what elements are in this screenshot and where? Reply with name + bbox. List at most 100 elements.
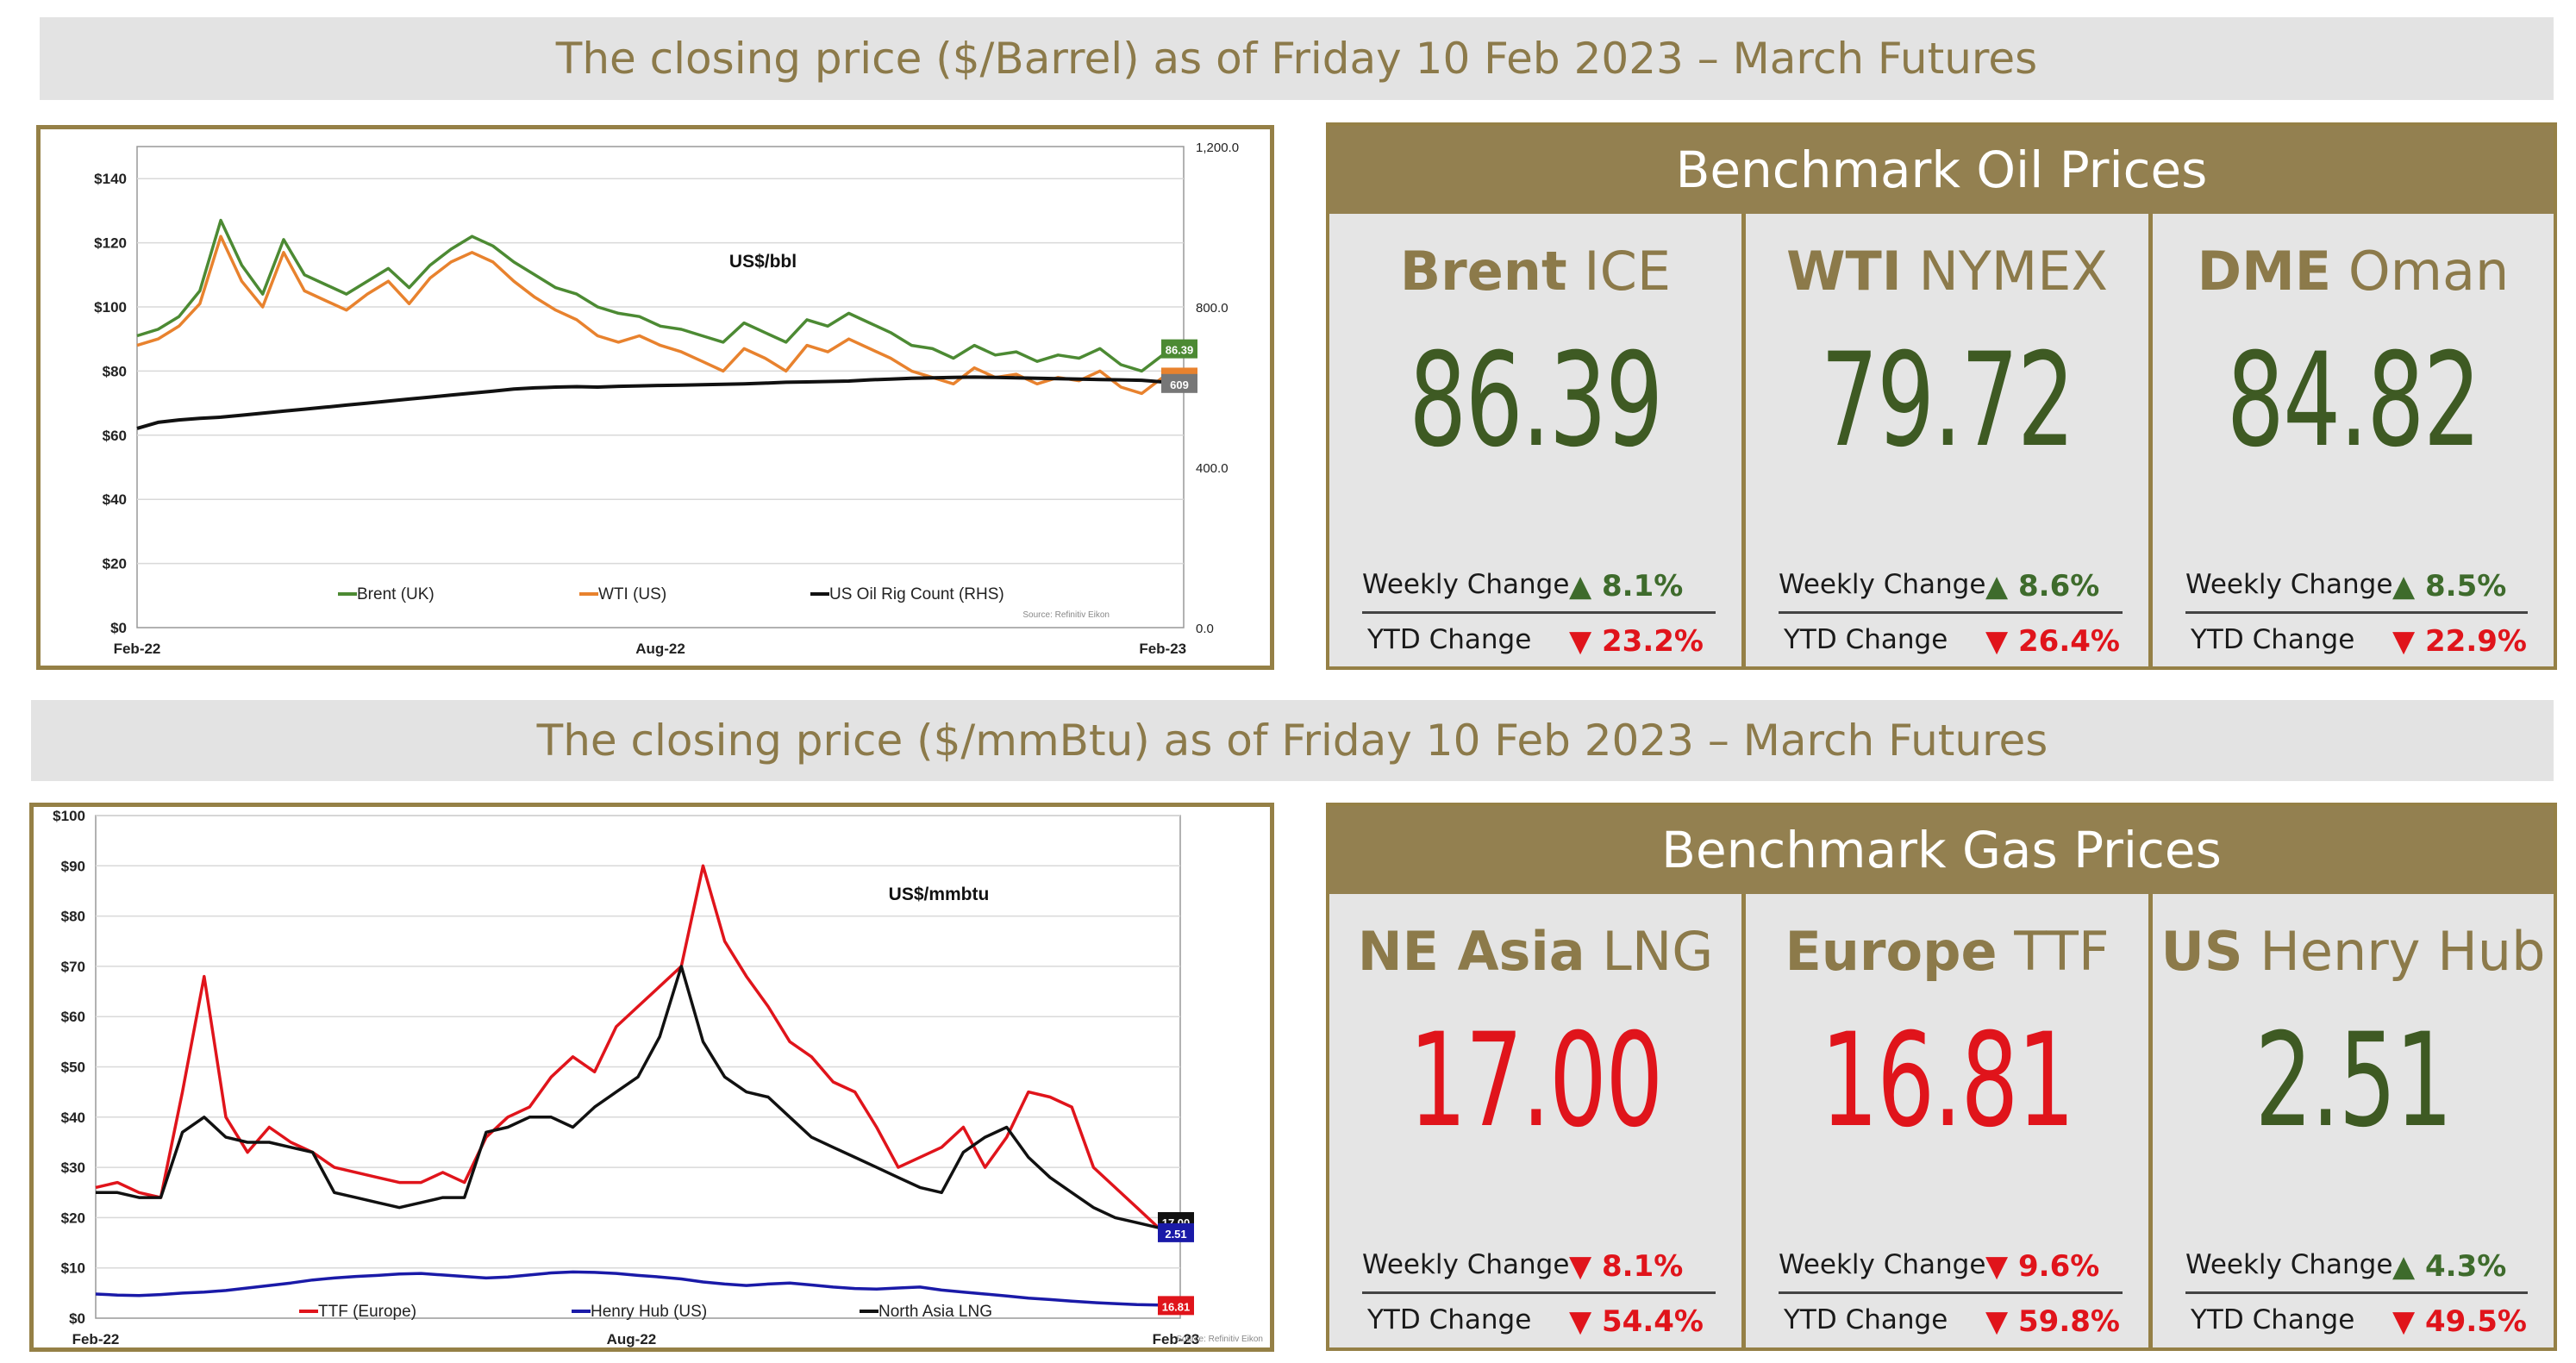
benchmark-name-bold: WTI bbox=[1786, 240, 1902, 303]
weekly-change-label: Weekly Change bbox=[2185, 569, 2393, 600]
oil-benchmark-panel: Benchmark Oil Prices Brent ICE 86.39 Weekl… bbox=[1326, 122, 2557, 670]
ytd-change-value: ▼ 22.9% bbox=[2392, 624, 2527, 659]
weekly-change: Weekly Change ▲ 8.6% bbox=[1779, 569, 2123, 607]
ytd-change: YTD Change ▼ 23.2% bbox=[1362, 624, 1716, 662]
x-tick-label: Feb-22 bbox=[114, 641, 161, 657]
y-tick-label: $60 bbox=[61, 1009, 85, 1025]
y-right-tick-label: 1,200.0 bbox=[1196, 141, 1239, 155]
y-tick-label: $20 bbox=[103, 556, 127, 572]
benchmark-name-bold: Brent bbox=[1399, 240, 1567, 303]
weekly-change-value: ▲ 8.1% bbox=[1569, 569, 1683, 603]
y-tick-label: $100 bbox=[94, 299, 127, 316]
weekly-change-label: Weekly Change bbox=[1362, 1249, 1570, 1280]
ytd-change: YTD Change ▼ 26.4% bbox=[1779, 624, 2123, 662]
end-label-box bbox=[1161, 339, 1197, 359]
weekly-change: Weekly Change ▼ 8.1% bbox=[1362, 1249, 1716, 1287]
ytd-change-label: YTD Change bbox=[1367, 1304, 1532, 1335]
change-divider bbox=[1362, 611, 1716, 614]
ytd-arrow-icon: ▼ bbox=[1569, 624, 1592, 659]
weekly-change-value: ▲ 8.6% bbox=[1985, 569, 2099, 603]
gas-benchmark-1: Europe TTF 16.81 Weekly Change ▼ 9.6% YTD Ch… bbox=[1741, 894, 2148, 1347]
end-label-box bbox=[1158, 1296, 1194, 1316]
oil-benchmark-1: WTI NYMEX 79.72 Weekly Change ▲ 8.6% YTD Cha… bbox=[1741, 214, 2148, 666]
y-tick-label: $140 bbox=[94, 171, 127, 187]
weekly-arrow-icon: ▲ bbox=[2392, 1249, 2416, 1284]
oil-chart: $0 $20 $40 $60 $80 $100 $120 $140 0.0 400.0 800.0 1… bbox=[36, 125, 1274, 670]
change-divider bbox=[1779, 611, 2123, 614]
benchmark-price: 79.72 bbox=[1820, 326, 2075, 476]
weekly-change-value: ▼ 9.6% bbox=[1985, 1249, 2099, 1284]
ytd-change-number: 54.4% bbox=[1602, 1304, 1704, 1339]
weekly-change-number: 8.5% bbox=[2425, 569, 2507, 603]
legend-label: Brent (UK) bbox=[357, 585, 435, 603]
legend-label: WTI (US) bbox=[598, 585, 666, 603]
y-right-tick-label: 400.0 bbox=[1196, 461, 1229, 476]
y-tick-label: $80 bbox=[61, 909, 85, 925]
oil-panel-title: Benchmark Oil Prices bbox=[1329, 126, 2554, 214]
ytd-change-value: ▼ 54.4% bbox=[1569, 1304, 1704, 1339]
gas-chart: $0 $10 $20 $30 $40 $50 $60 $70 $80 $90 $100 Feb-22 A… bbox=[29, 803, 1274, 1352]
ytd-change-number: 59.8% bbox=[2018, 1304, 2120, 1339]
weekly-change: Weekly Change ▲ 8.1% bbox=[1362, 569, 1716, 607]
weekly-arrow-icon: ▼ bbox=[1569, 1249, 1592, 1284]
weekly-change-number: 8.1% bbox=[1602, 1249, 1684, 1284]
y-tick-label: $120 bbox=[94, 235, 127, 252]
series-line-0 bbox=[136, 218, 1185, 373]
ytd-change-value: ▼ 23.2% bbox=[1569, 624, 1704, 659]
ytd-arrow-icon: ▼ bbox=[1985, 1304, 2009, 1339]
benchmark-price: 84.82 bbox=[2226, 326, 2481, 476]
gas-cells: NE Asia LNG 17.00 Weekly Change ▼ 8.1% YTD C… bbox=[1329, 894, 2554, 1347]
change-divider bbox=[2185, 611, 2528, 614]
benchmark-price: 17.00 bbox=[1409, 1006, 1663, 1156]
series-line-1 bbox=[136, 234, 1185, 396]
weekly-arrow-icon: ▼ bbox=[1985, 1249, 2009, 1284]
ytd-arrow-icon: ▼ bbox=[1985, 624, 2009, 659]
y-tick-label: $0 bbox=[110, 620, 127, 636]
legend-label: Henry Hub (US) bbox=[591, 1303, 707, 1321]
legend-label: North Asia LNG bbox=[878, 1303, 992, 1321]
benchmark-name-rest: LNG bbox=[1585, 920, 1714, 983]
weekly-arrow-icon: ▲ bbox=[1985, 569, 2009, 603]
ytd-change-label: YTD Change bbox=[1367, 624, 1532, 655]
gas-benchmark-2: US Henry Hub 2.51 Weekly Change ▲ 4.3% YTD C… bbox=[2148, 894, 2554, 1347]
oil-benchmark-0: Brent ICE 86.39 Weekly Change ▲ 8.1% YTD Cha… bbox=[1329, 214, 1741, 666]
x-tick-label: Feb-23 bbox=[1153, 1331, 1200, 1347]
weekly-change: Weekly Change ▲ 8.5% bbox=[2185, 569, 2528, 607]
ytd-change-number: 22.9% bbox=[2425, 624, 2527, 659]
benchmark-name-bold: Europe bbox=[1785, 920, 1998, 983]
x-tick-label: Aug-22 bbox=[607, 1331, 657, 1347]
x-tick-label: Feb-23 bbox=[1139, 641, 1186, 657]
y-tick-label: $100 bbox=[53, 808, 85, 824]
chart-title: US$/mmbtu bbox=[889, 885, 990, 904]
x-tick-label: Feb-22 bbox=[72, 1331, 120, 1347]
ytd-change-label: YTD Change bbox=[1784, 1304, 1948, 1335]
ytd-arrow-icon: ▼ bbox=[1569, 1304, 1592, 1339]
end-label-box bbox=[1161, 373, 1197, 393]
end-value-label: 609 bbox=[1170, 378, 1189, 391]
ytd-change-number: 26.4% bbox=[2018, 624, 2120, 659]
source-note: Source: Refinitiv Eikon bbox=[1022, 610, 1110, 620]
ytd-change-label: YTD Change bbox=[2191, 1304, 2355, 1335]
benchmark-name: US Henry Hub bbox=[2153, 920, 2554, 983]
x-tick-label: Aug-22 bbox=[635, 641, 685, 657]
weekly-change-value: ▲ 8.5% bbox=[2392, 569, 2506, 603]
weekly-change-label: Weekly Change bbox=[1779, 1249, 1986, 1280]
legend-label: TTF (Europe) bbox=[318, 1303, 416, 1321]
oil-benchmark-2: DME Oman 84.82 Weekly Change ▲ 8.5% YTD Chan… bbox=[2148, 214, 2554, 666]
series-line-0 bbox=[95, 864, 1181, 1235]
y-tick-label: $40 bbox=[103, 491, 127, 508]
change-divider bbox=[1779, 1291, 2123, 1294]
ytd-change-value: ▼ 26.4% bbox=[1985, 624, 2120, 659]
end-value-label: 86.39 bbox=[1166, 344, 1194, 357]
y-right-tick-label: 0.0 bbox=[1196, 622, 1214, 636]
ytd-change: YTD Change ▼ 22.9% bbox=[2185, 624, 2528, 662]
end-value-label: 2.51 bbox=[1165, 1228, 1186, 1241]
legend-label: US Oil Rig Count (RHS) bbox=[829, 585, 1004, 603]
benchmark-name-rest: ICE bbox=[1566, 240, 1672, 303]
y-tick-label: $0 bbox=[69, 1310, 85, 1327]
y-tick-label: $50 bbox=[61, 1060, 85, 1076]
weekly-arrow-icon: ▲ bbox=[2392, 569, 2416, 603]
oil-banner: The closing price ($/Barrel) as of Frida… bbox=[40, 17, 2554, 100]
gas-panel-title: Benchmark Gas Prices bbox=[1329, 806, 2554, 894]
weekly-change-label: Weekly Change bbox=[2185, 1249, 2393, 1280]
